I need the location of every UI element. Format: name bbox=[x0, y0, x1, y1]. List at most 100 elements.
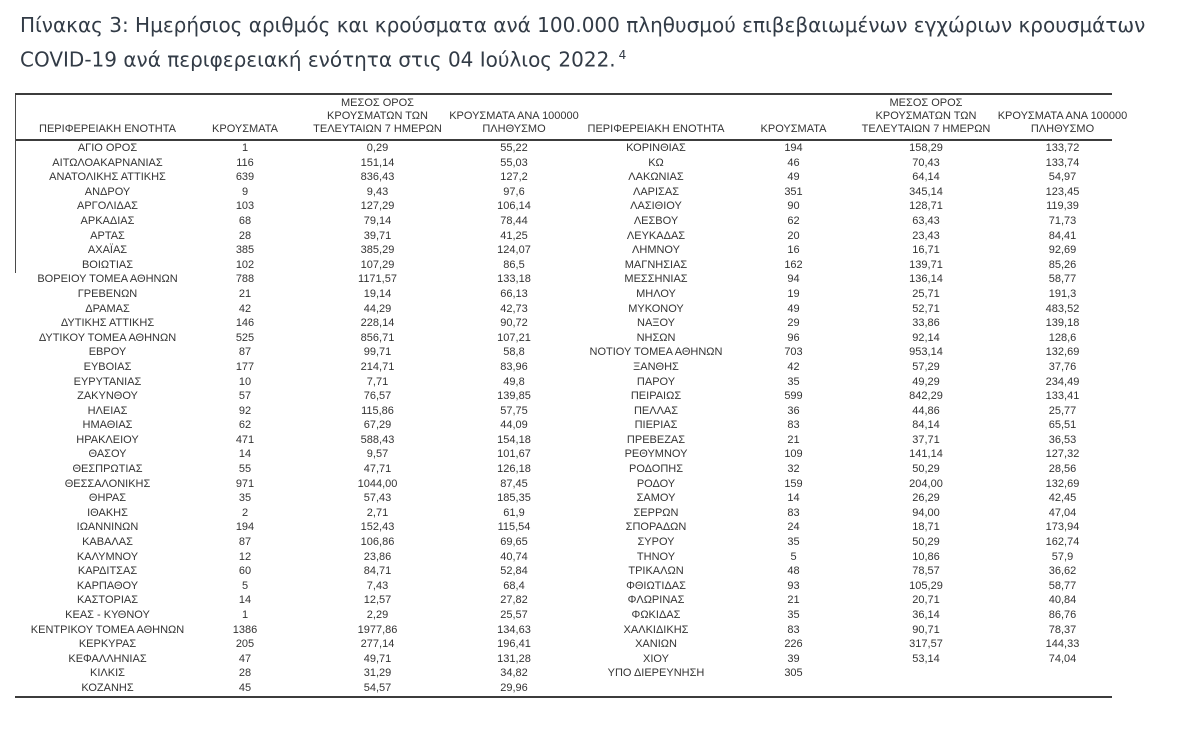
region-cell: ΖΑΚΥΝΘΟΥ bbox=[77, 390, 138, 403]
avg7-cell: 115,86 bbox=[361, 404, 394, 417]
table-row: ΓΡΕΒΕΝΩΝ 21 19,14 66,13 bbox=[15, 287, 564, 302]
cases-cell: 1 bbox=[241, 609, 249, 621]
table-row: ΚΕΝΤΡΙΚΟΥ ΤΟΜΕΑ ΑΘΗΝΩΝ 1386 1977,86 134,63 bbox=[15, 623, 564, 638]
avg7-cell: 151,14 bbox=[360, 156, 395, 169]
per100k-cell: 139,85 bbox=[497, 390, 531, 403]
per100k-cell: 133,72 bbox=[1045, 142, 1080, 154]
table-row: ΚΟΡΙΝΘΙΑΣ 194 158,29 133,72 bbox=[564, 141, 1113, 156]
cases-cell: 226 bbox=[784, 638, 803, 651]
cases-cell: 92 bbox=[238, 404, 252, 417]
table-row: ΘΕΣΠΡΩΤΙΑΣ 55 47,71 126,18 bbox=[15, 462, 564, 477]
cases-cell: 49 bbox=[787, 302, 800, 315]
per100k-cell: 84,41 bbox=[1048, 229, 1077, 242]
header-cases: ΚΡΟΥΣΜΑΤΑ bbox=[212, 123, 278, 135]
table-row: ΒΟΡΕΙΟΥ ΤΟΜΕΑ ΑΘΗΝΩΝ 788 1171,57 133,18 bbox=[15, 272, 564, 287]
table-row: ΚΟΖΑΝΗΣ 45 54,57 29,96 bbox=[15, 681, 564, 696]
cases-cell: 90 bbox=[787, 200, 800, 213]
region-cell: ΜΕΣΣΗΝΙΑΣ bbox=[624, 273, 688, 286]
avg7-cell: 19,14 bbox=[363, 287, 392, 300]
avg7-cell: 10,86 bbox=[912, 550, 940, 563]
table-row: ΕΥΒΟΙΑΣ 177 214,71 83,96 bbox=[15, 360, 564, 375]
cases-cell: 1 bbox=[241, 142, 249, 154]
avg7-cell: 139,71 bbox=[909, 258, 943, 271]
cases-cell: 47 bbox=[238, 652, 252, 665]
region-cell: ΦΛΩΡΙΝΑΣ bbox=[627, 594, 685, 607]
cases-cell: 45 bbox=[238, 681, 252, 694]
table-row: ΞΑΝΘΗΣ 42 57,29 37,76 bbox=[564, 360, 1113, 375]
table-row: ΠΑΡΟΥ 35 49,29 234,49 bbox=[564, 375, 1113, 390]
table-row: ΣΑΜΟΥ 14 26,29 42,45 bbox=[564, 491, 1113, 506]
cases-cell: 9 bbox=[241, 185, 249, 198]
header-region: ΠΕΡΙΦΕΡΕΙΑΚΗ ΕΝΟΤΗΤΑ bbox=[587, 123, 725, 135]
avg7-cell: 63,43 bbox=[912, 214, 940, 227]
per100k-cell: 115,54 bbox=[497, 521, 531, 534]
region-cell: ΜΥΚΟΝΟΥ bbox=[628, 302, 684, 315]
avg7-cell: 385,29 bbox=[360, 244, 395, 257]
avg7-cell: 107,29 bbox=[360, 258, 395, 271]
per100k-cell: 74,04 bbox=[1048, 652, 1077, 665]
avg7-cell: 0,29 bbox=[366, 142, 389, 154]
avg7-cell: 76,57 bbox=[363, 390, 392, 403]
region-cell: ΚΕΦΑΛΛΗΝΙΑΣ bbox=[68, 652, 147, 665]
region-cell: ΑΙΤΩΛΟΑΚΑΡΝΑΝΙΑΣ bbox=[52, 156, 163, 169]
cases-cell: 62 bbox=[787, 214, 800, 227]
cases-cell: 159 bbox=[784, 477, 803, 490]
per100k-cell: 126,18 bbox=[497, 463, 531, 476]
avg7-cell: 26,29 bbox=[912, 492, 940, 505]
region-cell: ΚΟΡΙΝΘΙΑΣ bbox=[626, 142, 686, 154]
cases-cell: 351 bbox=[784, 185, 803, 198]
region-cell: ΝΑΞΟΥ bbox=[637, 317, 675, 330]
table-row: ΡΟΔΟΥ 159 204,00 132,69 bbox=[564, 477, 1113, 492]
per100k-cell: 36,62 bbox=[1048, 565, 1077, 578]
avg7-cell: 588,43 bbox=[360, 433, 395, 446]
per100k-cell: 87,45 bbox=[500, 477, 528, 490]
cases-cell: 103 bbox=[235, 200, 255, 213]
avg7-cell: 20,71 bbox=[912, 594, 940, 607]
per100k-cell: 58,77 bbox=[1048, 579, 1077, 592]
table-row: ΚΕΑΣ - ΚΥΘΝΟΥ 1 2,29 25,57 bbox=[15, 608, 564, 623]
per100k-cell: 58,77 bbox=[1048, 273, 1077, 286]
per100k-cell: 234,49 bbox=[1045, 375, 1080, 388]
per100k-cell: 173,94 bbox=[1045, 521, 1080, 534]
cases-cell: 60 bbox=[238, 565, 252, 578]
per100k-cell: 40,84 bbox=[1048, 594, 1077, 607]
table-row: ΜΕΣΣΗΝΙΑΣ 94 136,14 58,77 bbox=[564, 272, 1113, 287]
avg7-cell bbox=[839, 666, 1014, 681]
cases-cell: 109 bbox=[784, 448, 803, 461]
avg7-cell: 152,43 bbox=[360, 521, 395, 534]
table-row: ΥΠΟ ΔΙΕΡΕΥΝΗΣΗ 305 bbox=[564, 666, 1113, 681]
table-header-right-half: ΠΕΡΙΦΕΡΕΙΑΚΗ ΕΝΟΤΗΤΑ ΚΡΟΥΣΜΑΤΑ ΜΕΣΟΣ ΟΡΟ… bbox=[564, 95, 1128, 136]
region-cell: ΕΥΒΟΙΑΣ bbox=[83, 360, 132, 373]
per100k-cell: 97,6 bbox=[503, 185, 525, 198]
avg7-cell: 70,43 bbox=[912, 156, 940, 169]
table-row: ΔΡΑΜΑΣ 42 44,29 42,73 bbox=[15, 302, 564, 317]
per100k-cell: 57,75 bbox=[500, 404, 528, 417]
per100k-cell: 144,33 bbox=[1045, 638, 1080, 651]
region-cell: ΘΗΡΑΣ bbox=[88, 492, 127, 505]
avg7-cell: 25,71 bbox=[912, 287, 940, 300]
table-row: ΛΗΜΝΟΥ 16 16,71 92,69 bbox=[564, 243, 1113, 258]
table-row: ΡΟΔΟΠΗΣ 32 50,29 28,56 bbox=[564, 462, 1113, 477]
per100k-cell: 36,53 bbox=[1048, 433, 1077, 446]
avg7-cell: 23,86 bbox=[363, 550, 392, 563]
region-cell: ΙΩΑΝΝΙΝΩΝ bbox=[76, 521, 139, 534]
avg7-cell: 18,71 bbox=[912, 521, 940, 534]
region-cell: ΚΕΑΣ - ΚΥΘΝΟΥ bbox=[65, 609, 150, 621]
per100k-cell: 42,45 bbox=[1048, 492, 1077, 505]
cases-cell: 36 bbox=[787, 404, 800, 417]
per100k-cell: 55,22 bbox=[500, 142, 528, 154]
table-row: ΙΩΑΝΝΙΝΩΝ 194 152,43 115,54 bbox=[15, 520, 564, 535]
avg7-cell: 345,14 bbox=[909, 185, 943, 198]
per100k-cell: 44,09 bbox=[500, 419, 528, 432]
table-row: ΣΕΡΡΩΝ 83 94,00 47,04 bbox=[564, 506, 1113, 521]
cases-cell: 29 bbox=[787, 317, 800, 330]
per100k-cell: 106,14 bbox=[497, 200, 531, 213]
avg7-cell: 128,71 bbox=[909, 200, 943, 213]
per100k-cell: 124,07 bbox=[497, 244, 531, 257]
avg7-cell: 47,71 bbox=[363, 463, 392, 476]
per100k-cell: 25,77 bbox=[1048, 404, 1077, 417]
region-cell: ΚΩ bbox=[648, 156, 664, 169]
table-row: ΤΗΝΟΥ 5 10,86 57,9 bbox=[564, 550, 1113, 565]
cases-cell: 788 bbox=[235, 273, 255, 286]
table-row: ΘΗΡΑΣ 35 57,43 185,35 bbox=[15, 491, 564, 506]
